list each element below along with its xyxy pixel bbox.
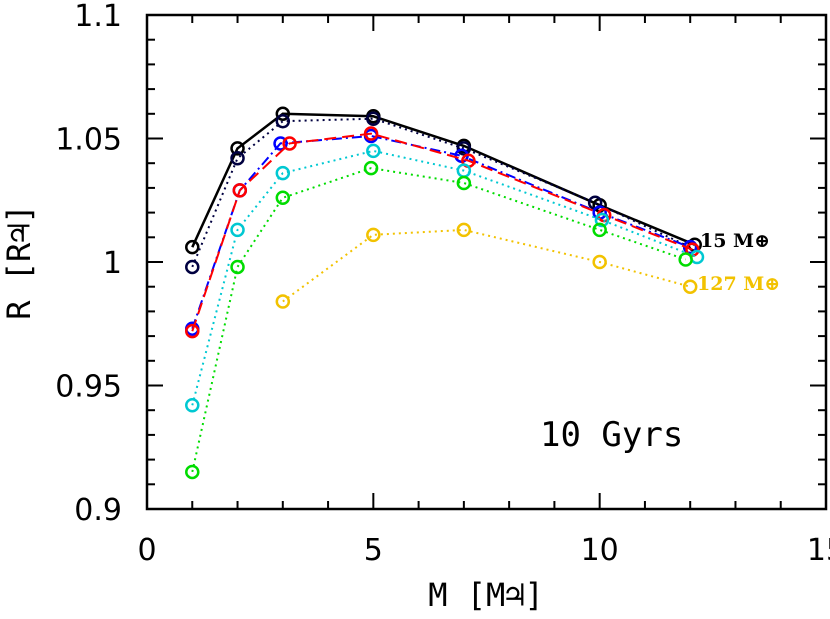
- data-point: [275, 106, 291, 122]
- series-line: [191, 132, 693, 332]
- series-5: [185, 160, 693, 480]
- y-tick-label: 1.1: [74, 0, 122, 34]
- plot-frame: [145, 13, 828, 511]
- series-line: [191, 167, 687, 473]
- legend-label-127-earth-mass: 127 M⊕: [697, 273, 780, 295]
- data-point: [282, 136, 297, 151]
- x-tick-labels: 0 5 10 15: [137, 533, 830, 568]
- data-point: [366, 143, 381, 159]
- data-point: [273, 136, 288, 151]
- y-axis-title: R [R♃]: [0, 204, 38, 320]
- data-point: [456, 222, 472, 238]
- series-3: [185, 126, 700, 339]
- x-tick-label: 10: [581, 533, 619, 568]
- data-point: [592, 254, 607, 270]
- data-point: [594, 212, 610, 228]
- x-tick-label: 0: [137, 533, 156, 568]
- series-6: [275, 222, 698, 309]
- data-point: [685, 242, 700, 257]
- series-line: [191, 149, 698, 406]
- y-tick-label: 1: [103, 246, 122, 281]
- data-point: [456, 175, 472, 191]
- data-point: [185, 239, 200, 255]
- data-point: [230, 259, 245, 275]
- data-point: [275, 165, 291, 181]
- data-point: [682, 279, 698, 294]
- x-axis-title: M [M♃]: [428, 576, 544, 614]
- series-line: [282, 228, 691, 303]
- series-layer: [185, 106, 705, 480]
- annotation-age: 10 Gyrs: [540, 415, 683, 455]
- series-line: [191, 117, 691, 268]
- series-2: [185, 128, 698, 336]
- data-point: [678, 252, 693, 267]
- x-tick-label: 15: [807, 533, 830, 568]
- x-tick-label: 5: [364, 533, 383, 568]
- series-1: [185, 111, 698, 275]
- data-point: [185, 259, 200, 275]
- data-point: [366, 111, 381, 126]
- data-point: [275, 294, 291, 309]
- data-point: [185, 323, 200, 339]
- data-point: [363, 126, 379, 141]
- data-point: [366, 227, 381, 243]
- data-point: [230, 222, 245, 238]
- data-point: [232, 183, 248, 198]
- data-point: [363, 160, 379, 176]
- legend-label-15-earth-mass: 15 M⊕: [700, 230, 770, 252]
- data-point: [185, 464, 200, 480]
- data-point: [275, 113, 291, 129]
- data-point: [275, 190, 291, 206]
- data-point: [230, 151, 245, 166]
- data-point: [592, 222, 607, 238]
- axis-ticks: [146, 14, 827, 510]
- series-4: [185, 143, 705, 413]
- series-0: [185, 106, 702, 255]
- y-tick-label: 0.95: [55, 370, 122, 405]
- data-point: [230, 141, 245, 156]
- data-point: [456, 141, 472, 156]
- data-point: [185, 398, 200, 413]
- y-tick-label: 1.05: [55, 123, 122, 158]
- y-tick-labels: 0.9 0.95 1 1.05 1.1: [55, 0, 122, 528]
- y-tick-label: 0.9: [74, 493, 122, 528]
